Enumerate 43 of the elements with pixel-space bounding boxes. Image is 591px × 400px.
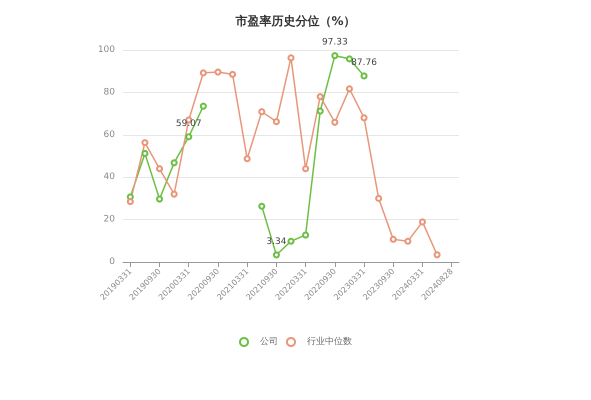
legend-label: 公司 — [260, 336, 278, 347]
y-tick-label: 20 — [104, 214, 116, 225]
y-tick-label: 60 — [104, 130, 116, 140]
point — [272, 251, 280, 258]
y-tick-label: 80 — [104, 87, 116, 98]
point — [185, 133, 192, 140]
point — [331, 52, 338, 60]
point — [360, 114, 368, 122]
point — [390, 236, 397, 243]
point — [258, 202, 266, 210]
point — [141, 139, 148, 146]
y-tick-label: 100 — [98, 45, 116, 55]
point — [258, 108, 266, 116]
point — [331, 118, 338, 126]
point — [200, 69, 207, 76]
point — [288, 54, 294, 62]
point — [200, 102, 207, 110]
point — [170, 159, 178, 166]
point — [244, 155, 251, 162]
point — [214, 68, 222, 76]
y-tick-label: 40 — [104, 172, 116, 182]
point — [156, 165, 164, 172]
legend-label: 行业中位数 — [307, 336, 352, 347]
y-tick-label: 0 — [109, 257, 116, 267]
data-label: 97.33 — [322, 38, 348, 48]
point — [156, 196, 164, 203]
point — [288, 238, 294, 245]
point — [229, 70, 236, 78]
point — [316, 108, 324, 115]
chart-title: 市盈率历史分位（%） — [234, 14, 356, 28]
point — [434, 251, 441, 258]
point — [346, 85, 353, 92]
point — [302, 165, 310, 172]
point — [316, 93, 324, 100]
point — [360, 72, 368, 80]
point — [170, 190, 178, 198]
point — [418, 218, 426, 226]
point — [141, 150, 148, 157]
point — [302, 232, 310, 239]
point — [126, 198, 134, 206]
point — [404, 238, 412, 245]
point — [375, 194, 382, 202]
point — [272, 118, 280, 126]
